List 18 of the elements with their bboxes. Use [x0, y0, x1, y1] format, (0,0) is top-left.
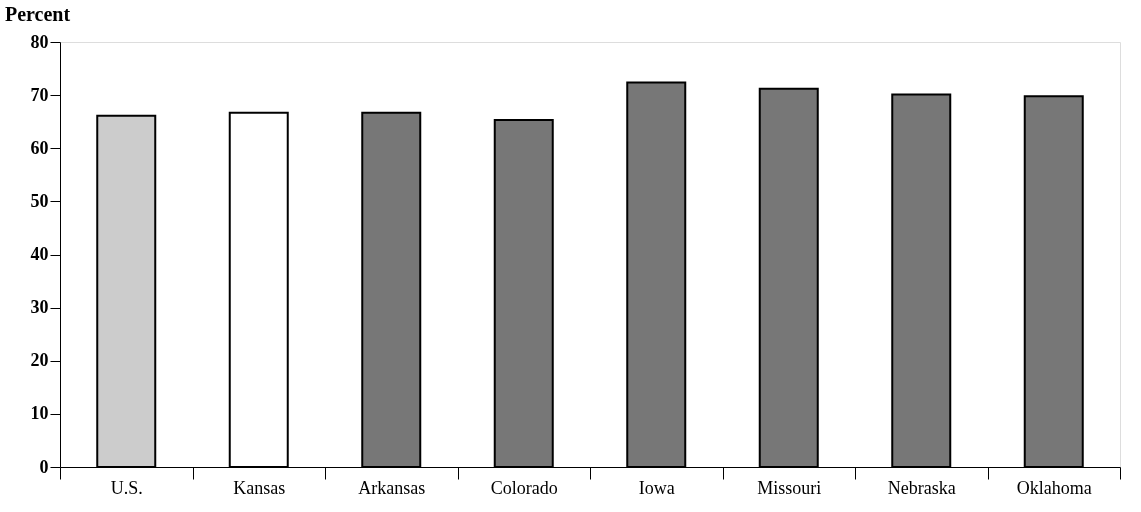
- x-tick-label: Arkansas: [358, 477, 426, 498]
- y-tick-label: 20: [30, 350, 49, 371]
- x-tick-label: Oklahoma: [1016, 477, 1092, 498]
- y-tick-label: 60: [30, 137, 49, 158]
- y-tick-label: 40: [30, 244, 49, 264]
- y-tick-label: 30: [30, 297, 49, 318]
- x-tick-label: Colorado: [490, 477, 558, 498]
- y-tick-label: 50: [30, 190, 49, 211]
- x-tick-label: U.S.: [110, 477, 143, 498]
- x-tick-label: Iowa: [638, 477, 675, 498]
- y-tick-label: 70: [30, 84, 49, 105]
- x-tick-label: Kansas: [233, 477, 286, 498]
- y-tick-label: 0: [39, 456, 49, 477]
- y-tick-label: 10: [30, 403, 49, 424]
- y-tick-label: 80: [30, 31, 49, 52]
- x-tick-label: Nebraska: [887, 477, 956, 498]
- x-tick-label: Missouri: [757, 477, 822, 498]
- y-axis-title: Percent: [5, 3, 71, 25]
